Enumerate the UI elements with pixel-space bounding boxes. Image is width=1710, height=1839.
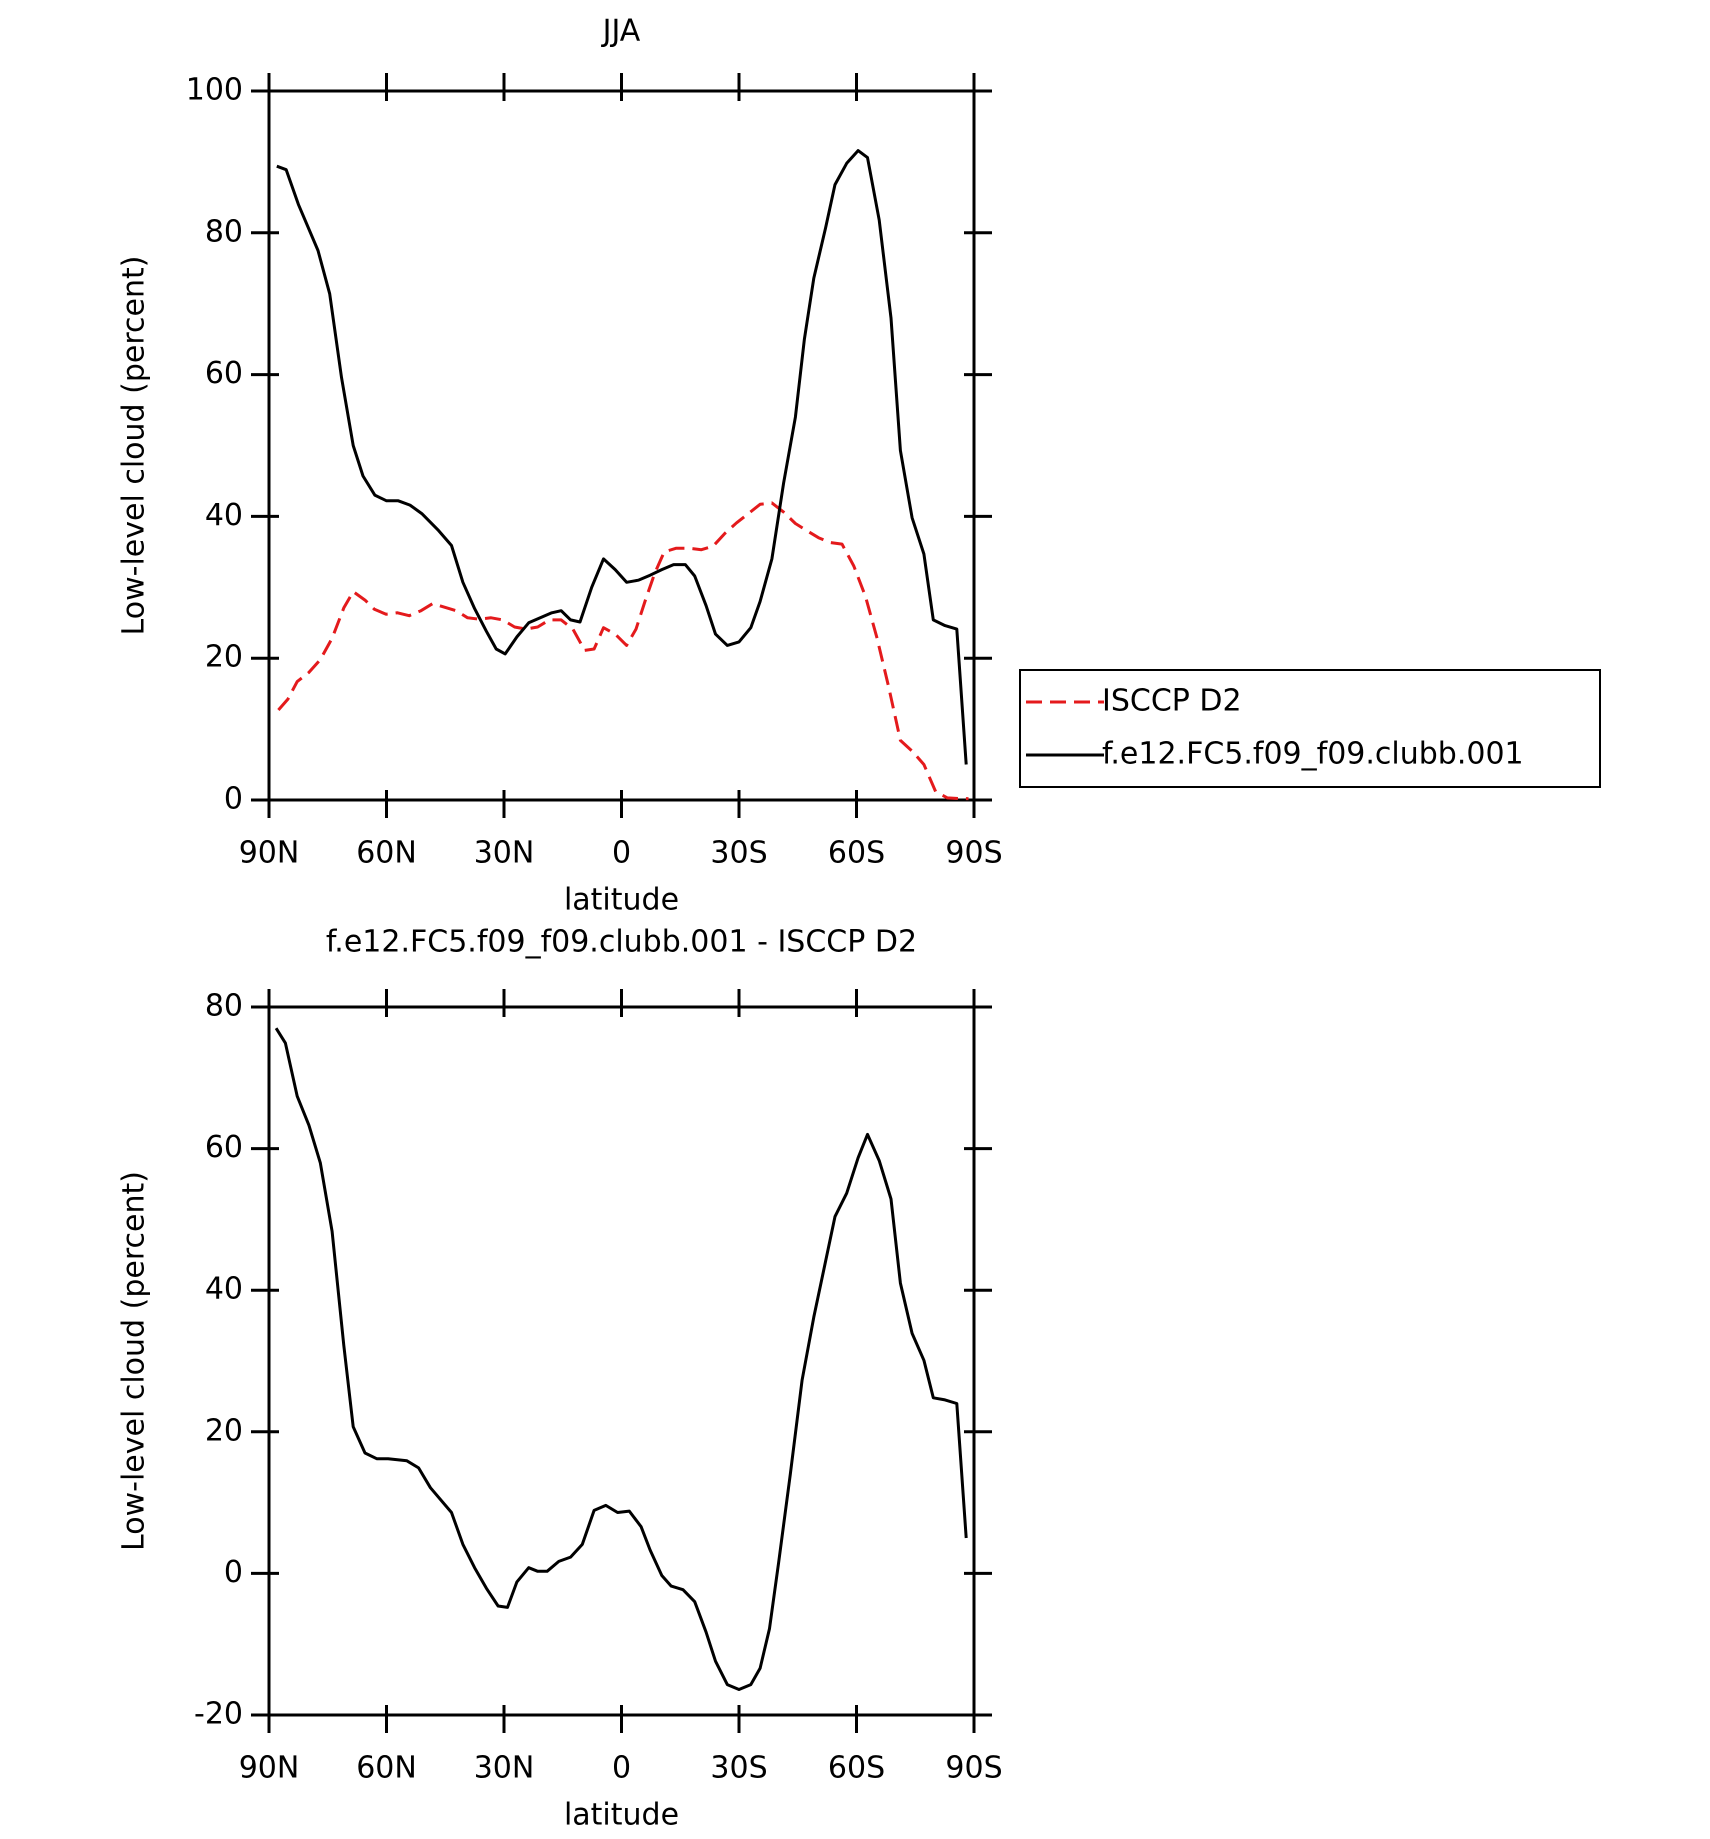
x-tick-label: 60N bbox=[356, 836, 417, 871]
y-tick-label: 60 bbox=[205, 1130, 243, 1165]
x-tick-label: 30S bbox=[710, 836, 767, 871]
legend-box bbox=[1019, 669, 1601, 788]
plot-frame bbox=[267, 1005, 976, 1717]
y-tick-label: 0 bbox=[224, 782, 243, 817]
x-tick-label: 30N bbox=[474, 1751, 535, 1786]
x-tick-label: 60S bbox=[828, 836, 885, 871]
y-tick-label: 100 bbox=[186, 73, 243, 108]
x-tick-label: 90N bbox=[239, 836, 300, 871]
x-tick-label: 90N bbox=[239, 1751, 300, 1786]
legend-label: f.e12.FC5.f09_f09.clubb.001 bbox=[1102, 737, 1524, 772]
plot-frame bbox=[267, 89, 976, 802]
y-tick-label: 80 bbox=[205, 214, 243, 249]
x-tick-label: 60S bbox=[828, 1751, 885, 1786]
chart-title: f.e12.FC5.f09_f09.clubb.001 - ISCCP D2 bbox=[326, 925, 917, 960]
x-axis-label: latitude bbox=[564, 883, 679, 918]
y-tick-label: 20 bbox=[205, 1413, 243, 1448]
data-line bbox=[276, 149, 968, 765]
y-tick-label: 40 bbox=[205, 1272, 243, 1307]
data-line bbox=[277, 501, 969, 801]
x-tick-label: 0 bbox=[612, 836, 631, 871]
y-axis-label: Low-level cloud (percent) bbox=[117, 256, 152, 636]
x-tick-label: 60N bbox=[356, 1751, 417, 1786]
y-tick-label: 20 bbox=[205, 640, 243, 675]
y-tick-label: 60 bbox=[205, 356, 243, 391]
x-tick-label: 30N bbox=[474, 836, 535, 871]
legend-label: ISCCP D2 bbox=[1102, 684, 1242, 719]
y-tick-label: 80 bbox=[205, 989, 243, 1024]
x-tick-label: 90S bbox=[945, 1751, 1002, 1786]
chart-title: JJA bbox=[601, 14, 641, 49]
y-tick-label: 0 bbox=[224, 1555, 243, 1590]
y-axis-label: Low-level cloud (percent) bbox=[117, 1171, 152, 1551]
data-line bbox=[274, 1027, 968, 1691]
y-tick-label: -20 bbox=[194, 1697, 243, 1732]
x-tick-label: 30S bbox=[710, 1751, 767, 1786]
x-tick-label: 90S bbox=[945, 836, 1002, 871]
x-tick-label: 0 bbox=[612, 1751, 631, 1786]
y-tick-label: 40 bbox=[205, 498, 243, 533]
x-axis-label: latitude bbox=[564, 1798, 679, 1833]
